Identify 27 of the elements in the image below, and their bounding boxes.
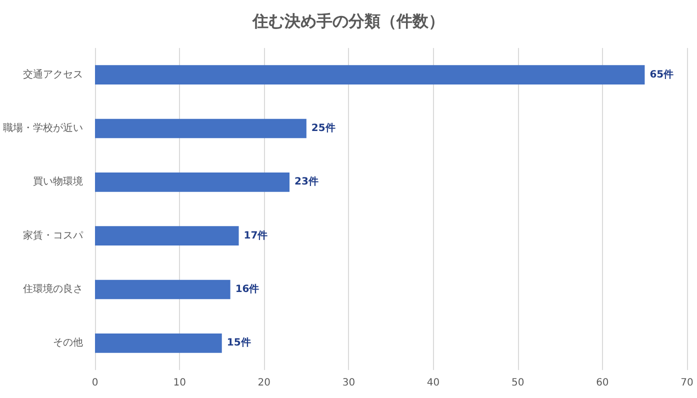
bar xyxy=(95,334,222,353)
x-tick-label: 0 xyxy=(92,378,98,388)
y-tick-label: 家賃・コスパ xyxy=(23,229,84,242)
x-tick-label: 20 xyxy=(258,378,271,388)
x-tick-label: 40 xyxy=(426,378,440,388)
data-label: 25件 xyxy=(311,122,336,134)
y-tick-label: その他 xyxy=(53,336,83,349)
bar xyxy=(95,226,239,246)
x-tick-label: 50 xyxy=(511,378,524,388)
chart-title: 住む決め手の分類（件数） xyxy=(252,12,444,30)
y-tick-label: 住環境の良さ xyxy=(23,283,83,295)
bar xyxy=(95,280,230,300)
y-tick-label: 交通アクセス xyxy=(23,68,83,80)
x-tick-label: 70 xyxy=(680,378,694,388)
data-label: 15件 xyxy=(226,336,251,349)
data-label: 23件 xyxy=(294,176,318,188)
x-tick-label: 10 xyxy=(173,378,186,388)
bar xyxy=(95,118,306,138)
y-tick-label: 職場・学校が近い xyxy=(3,122,83,134)
data-label: 16件 xyxy=(235,283,260,295)
data-label: 17件 xyxy=(244,229,268,242)
x-tick-label: 60 xyxy=(596,378,609,388)
x-tick-label: 30 xyxy=(342,378,356,388)
bar xyxy=(95,65,645,84)
data-label: 65件 xyxy=(650,68,674,80)
bar xyxy=(95,172,290,192)
y-tick-label: 買い物環境 xyxy=(33,176,83,188)
